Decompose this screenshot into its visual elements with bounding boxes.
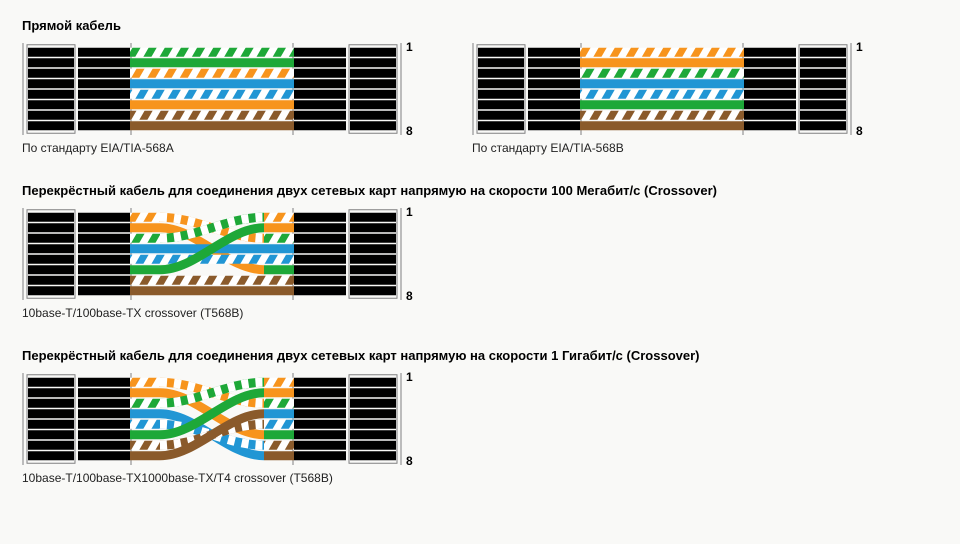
pin-8: 8 xyxy=(856,124,863,138)
title-cross100: Перекрёстный кабель для соединения двух … xyxy=(22,183,938,198)
cable-cross1000: 1 8 10base-T/100base-TX1000base-TX/T4 cr… xyxy=(22,373,402,485)
pin-1: 1 xyxy=(406,40,413,54)
row-cross100: 1 8 10base-T/100base-TX crossover (T568B… xyxy=(22,208,938,320)
row-straight: 1 8 По стандарту EIA/TIA-568A 1 8 По ста… xyxy=(22,43,938,155)
pin-8: 8 xyxy=(406,454,413,468)
caption-t568a: По стандарту EIA/TIA-568A xyxy=(22,141,402,155)
cable-svg-cross1000 xyxy=(22,373,402,465)
cable-svg-t568a xyxy=(22,43,402,135)
cable-cross100: 1 8 10base-T/100base-TX crossover (T568B… xyxy=(22,208,402,320)
cable-t568b: 1 8 По стандарту EIA/TIA-568B xyxy=(472,43,852,155)
cable-svg-t568b xyxy=(472,43,852,135)
pin-8: 8 xyxy=(406,289,413,303)
caption-cross100: 10base-T/100base-TX crossover (T568B) xyxy=(22,306,402,320)
row-cross1000: 1 8 10base-T/100base-TX1000base-TX/T4 cr… xyxy=(22,373,938,485)
title-cross1000: Перекрёстный кабель для соединения двух … xyxy=(22,348,938,363)
pin-1: 1 xyxy=(406,205,413,219)
caption-t568b: По стандарту EIA/TIA-568B xyxy=(472,141,852,155)
caption-cross1000: 10base-T/100base-TX1000base-TX/T4 crosso… xyxy=(22,471,402,485)
pin-1: 1 xyxy=(856,40,863,54)
pin-8: 8 xyxy=(406,124,413,138)
title-straight: Прямой кабель xyxy=(22,18,938,33)
cable-svg-cross100 xyxy=(22,208,402,300)
cable-t568a: 1 8 По стандарту EIA/TIA-568A xyxy=(22,43,402,155)
pin-1: 1 xyxy=(406,370,413,384)
